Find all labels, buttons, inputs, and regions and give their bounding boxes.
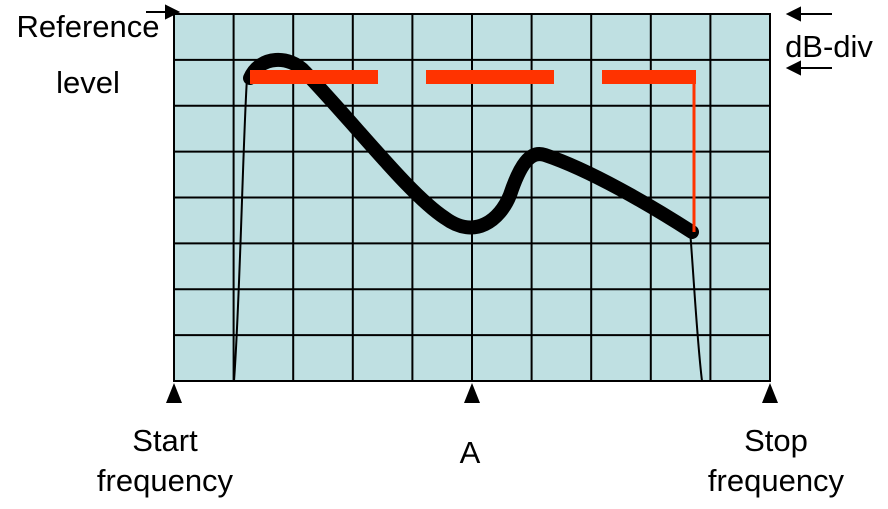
center-frequency-label: A bbox=[459, 435, 481, 470]
signal-trace-skirts bbox=[233, 77, 703, 382]
stop-frequency-marker-icon bbox=[762, 383, 778, 403]
db-div-label: dB-div bbox=[785, 29, 873, 64]
reference-level-label: Reference level bbox=[16, 9, 160, 100]
limit-line-segment-3 bbox=[602, 70, 696, 84]
db-div-lower-arrow bbox=[785, 60, 832, 76]
db-div-upper-arrow bbox=[785, 6, 832, 22]
limit-line-segment-1 bbox=[250, 70, 378, 84]
stop-frequency-label: Stop frequency bbox=[707, 423, 845, 498]
start-frequency-label: Start frequency bbox=[96, 423, 234, 498]
center-frequency-marker-icon bbox=[464, 383, 480, 403]
reference-level-arrow bbox=[146, 4, 181, 20]
start-frequency-marker-icon bbox=[166, 383, 182, 403]
limit-line-segment-2 bbox=[426, 70, 554, 84]
